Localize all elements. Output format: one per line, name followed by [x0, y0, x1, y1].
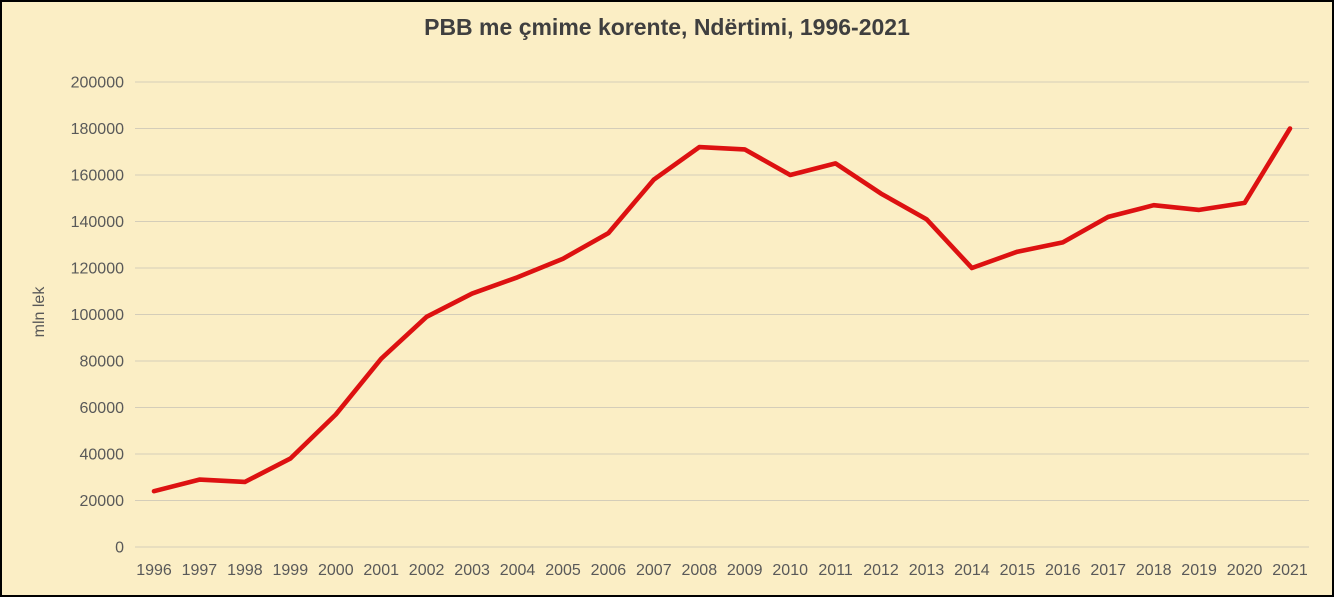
- x-tick-label: 2001: [363, 562, 399, 579]
- data-line: [151, 126, 1293, 494]
- y-tick-label: 160000: [71, 168, 124, 185]
- x-tick-label: 2012: [863, 562, 899, 579]
- x-tick-label: 2011: [818, 562, 853, 579]
- x-tick-label: 2010: [772, 562, 808, 579]
- x-tick-label: 2005: [545, 562, 581, 579]
- x-tick-label: 2016: [1045, 562, 1081, 579]
- x-tick-label: 2000: [318, 562, 354, 579]
- x-tick-label: 2019: [1181, 562, 1217, 579]
- x-tick-label: 2009: [727, 562, 763, 579]
- x-tick-label: 2015: [1000, 562, 1036, 579]
- chart-title: PBB me çmime korente, Ndërtimi, 1996-202…: [424, 14, 910, 40]
- x-tick-label: 1999: [273, 562, 309, 579]
- x-tick-label: 2007: [636, 562, 672, 579]
- y-tick-label: 100000: [71, 307, 124, 324]
- x-tick-label: 2017: [1090, 562, 1126, 579]
- x-tick-label: 2004: [500, 562, 536, 579]
- x-tick-label: 1996: [136, 562, 172, 579]
- x-tick-label: 1997: [182, 562, 218, 579]
- y-tick-label: 200000: [71, 75, 124, 92]
- y-tick-label: 80000: [80, 354, 125, 371]
- y-tick-label: 20000: [80, 493, 125, 510]
- x-tick-label: 2013: [909, 562, 945, 579]
- y-tick-label: 180000: [71, 121, 124, 138]
- x-tick-label: 2020: [1227, 562, 1263, 579]
- y-tick-label: 0: [115, 540, 124, 557]
- x-tick-label: 2014: [954, 562, 990, 579]
- x-tick-label: 2018: [1136, 562, 1172, 579]
- x-tick-label: 2008: [682, 562, 718, 579]
- y-tick-label: 140000: [71, 214, 124, 231]
- y-tick-label: 40000: [80, 447, 125, 464]
- y-tick-label: 60000: [80, 400, 125, 417]
- x-tick-label: 2006: [591, 562, 627, 579]
- x-tick-label: 2021: [1272, 562, 1308, 579]
- y-tick-label: 120000: [71, 261, 124, 278]
- x-tick-label: 2002: [409, 562, 445, 579]
- x-tick-label: 2003: [454, 562, 490, 579]
- x-tick-label: 1998: [227, 562, 263, 579]
